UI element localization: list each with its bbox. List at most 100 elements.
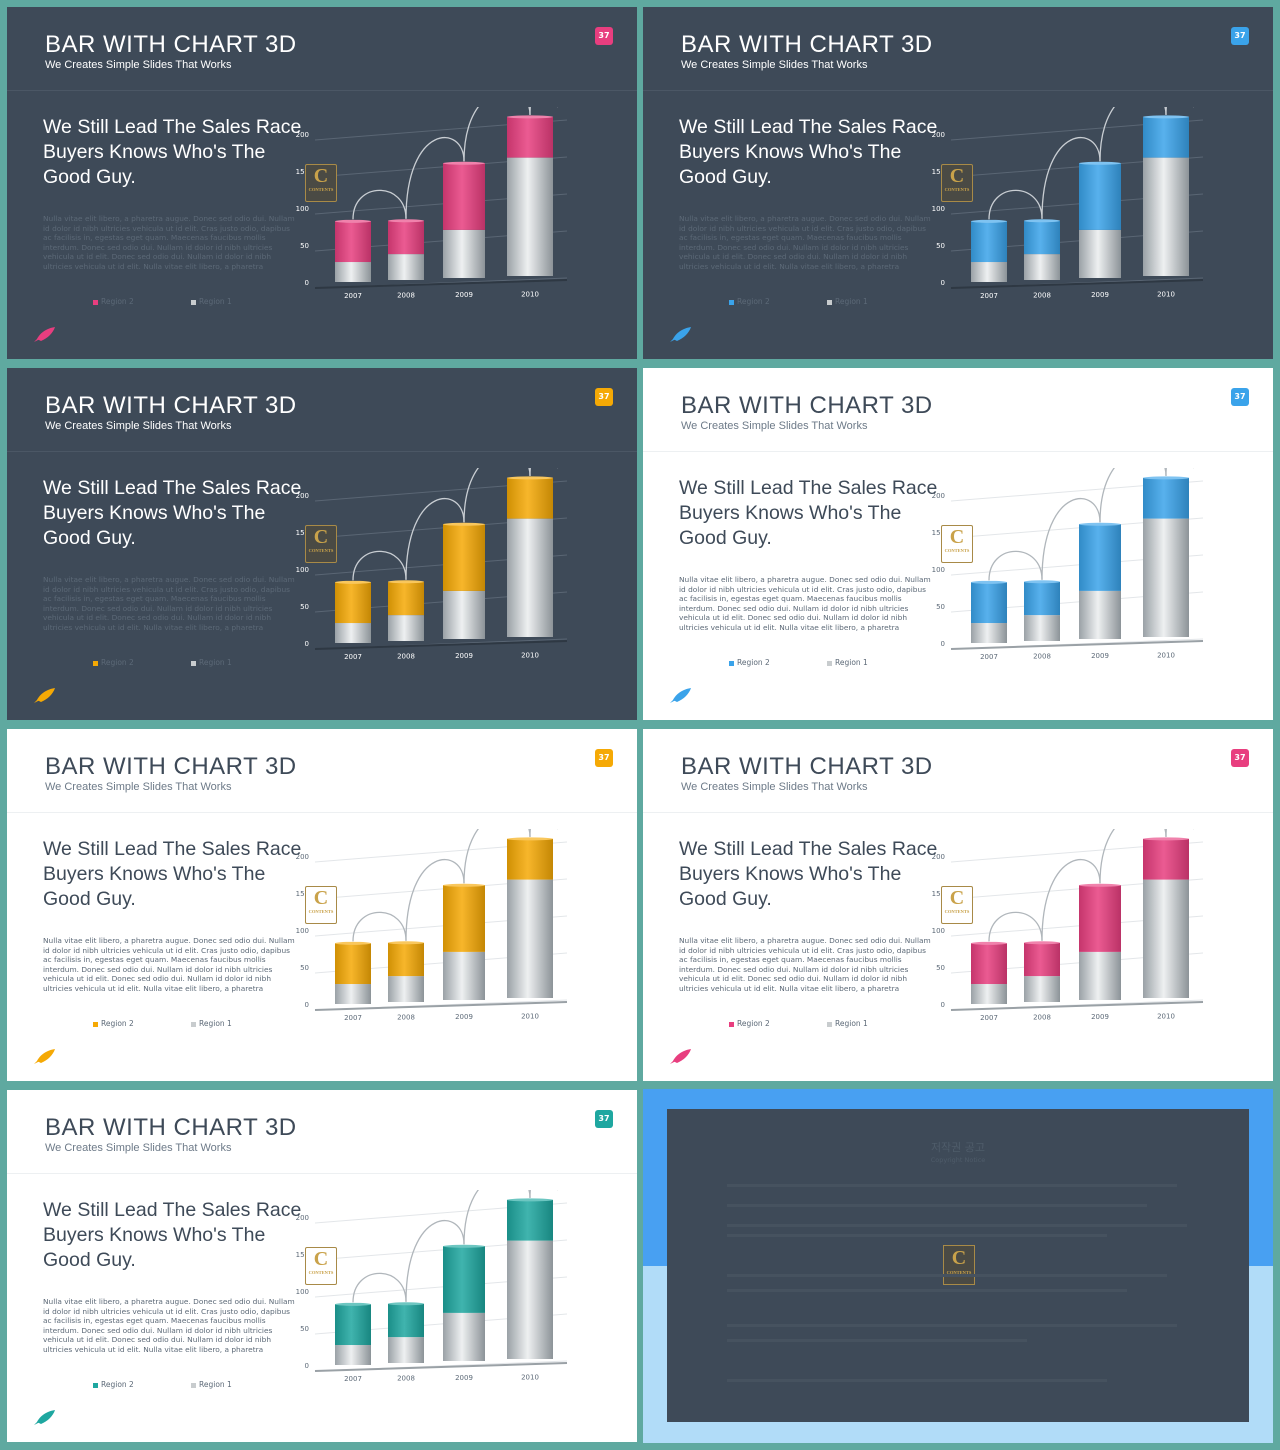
- y-tick-label: 0: [941, 640, 945, 648]
- heading-line: Good Guy.: [679, 888, 772, 910]
- slide-5[interactable]: BAR WITH CHART 3D We Creates Simple Slid…: [7, 729, 637, 1081]
- body-paragraph: Nulla vitae elit libero, a pharetra augu…: [679, 214, 931, 271]
- y-tick-label: 100: [296, 1288, 309, 1296]
- trend-arrow: [1099, 468, 1167, 523]
- bar-region-2: [335, 1304, 371, 1346]
- bar-top: [388, 941, 424, 945]
- slide-7[interactable]: BAR WITH CHART 3D We Creates Simple Slid…: [7, 1090, 637, 1442]
- bar-top: [971, 580, 1007, 584]
- bar-region-2: [971, 221, 1007, 263]
- slide-subtitle: We Creates Simple Slides That Works: [45, 420, 232, 432]
- x-tick-label: 2007: [980, 292, 998, 300]
- bar-top: [1079, 883, 1121, 887]
- bar-top: [1079, 522, 1121, 526]
- legend-label: Region 2: [737, 1019, 770, 1028]
- legend-label: Region 1: [835, 658, 868, 667]
- bar-top: [335, 580, 371, 584]
- y-tick-label: 50: [300, 1325, 309, 1333]
- y-tick-label: 50: [936, 242, 945, 250]
- logo-caption: CONTENTS: [308, 187, 334, 192]
- legend-swatch: [729, 299, 734, 305]
- bar-region-2: [1024, 581, 1060, 616]
- heading-line: We Still Lead The Sales Race: [43, 116, 302, 138]
- y-tick-label: 150: [932, 890, 945, 898]
- bar-top: [335, 1302, 371, 1306]
- legend-swatch: [827, 299, 832, 305]
- bar-region-2: [335, 943, 371, 985]
- bar-top: [443, 161, 485, 165]
- x-tick-label: 2009: [455, 1013, 473, 1021]
- legend-item-region-2: Region 2: [729, 1019, 770, 1028]
- slide-2[interactable]: BAR WITH CHART 3D We Creates Simple Slid…: [643, 7, 1273, 359]
- x-tick-label: 2007: [344, 292, 362, 300]
- copyright-slide[interactable]: 저작권 공고 Copyright Notice C CONTENTS: [643, 1089, 1273, 1443]
- y-tick-label: 50: [936, 964, 945, 972]
- bar-top: [443, 883, 485, 887]
- slide-title: BAR WITH CHART 3D: [45, 753, 297, 780]
- y-tick-label: 50: [300, 964, 309, 972]
- slide-heading: We Still Lead The Sales Race Buyers Know…: [43, 837, 313, 912]
- bar-top: [1024, 941, 1060, 945]
- slide-number-badge: 37: [595, 388, 613, 406]
- header-divider: [7, 812, 637, 813]
- slide-title: BAR WITH CHART 3D: [45, 392, 297, 419]
- logo-letter: C: [951, 1247, 967, 1269]
- bar-top: [388, 1302, 424, 1306]
- trend-arrow: [1165, 468, 1168, 476]
- logo-letter: C: [949, 887, 965, 909]
- legend-item-region-1: Region 1: [827, 1019, 868, 1028]
- heading-line: Good Guy.: [43, 527, 136, 549]
- legend-swatch: [191, 1382, 196, 1388]
- bar-top: [1143, 476, 1189, 480]
- bar-region-2: [388, 1303, 424, 1338]
- header-divider: [7, 1173, 637, 1174]
- trend-arrow: [988, 550, 1043, 581]
- heading-line: Good Guy.: [43, 166, 136, 188]
- slide-number-badge: 37: [1231, 27, 1249, 45]
- legend-swatch: [93, 1382, 98, 1388]
- bar-region-1: [1143, 879, 1189, 998]
- y-tick-label: 0: [305, 1001, 309, 1009]
- bar-region-2: [507, 477, 553, 519]
- x-tick-label: 2010: [521, 1013, 539, 1021]
- heading-line: We Still Lead The Sales Race: [679, 838, 938, 860]
- bar-region-2: [1079, 163, 1121, 230]
- trend-arrow: [529, 829, 532, 837]
- bar-region-2: [388, 581, 424, 616]
- rocket-icon: [670, 327, 691, 342]
- slide-4[interactable]: BAR WITH CHART 3D We Creates Simple Slid…: [643, 368, 1273, 720]
- logo-caption: CONTENTS: [944, 909, 970, 914]
- notice-text-line: [727, 1289, 1127, 1292]
- y-tick-label: 50: [300, 603, 309, 611]
- slide-1[interactable]: BAR WITH CHART 3D We Creates Simple Slid…: [7, 7, 637, 359]
- legend-item-region-2: Region 2: [93, 297, 134, 306]
- bar-region-1: [1024, 254, 1060, 280]
- copyright-subtitle: Copyright Notice: [930, 1156, 986, 1164]
- slide-6[interactable]: BAR WITH CHART 3D We Creates Simple Slid…: [643, 729, 1273, 1081]
- legend-item-region-2: Region 2: [729, 658, 770, 667]
- trend-arrow: [405, 137, 465, 219]
- x-tick-label: 2010: [521, 291, 539, 299]
- slide-number-badge: 37: [1231, 388, 1249, 406]
- heading-line: Good Guy.: [679, 166, 772, 188]
- bar-region-1: [507, 1240, 553, 1359]
- heading-line: Buyers Knows Who's The: [43, 141, 266, 163]
- legend-label: Region 1: [835, 1019, 868, 1028]
- x-tick-label: 2008: [397, 653, 415, 661]
- notice-text-line: [727, 1234, 1107, 1237]
- slide-title: BAR WITH CHART 3D: [681, 753, 933, 780]
- slide-3[interactable]: BAR WITH CHART 3D We Creates Simple Slid…: [7, 368, 637, 720]
- slide-heading: We Still Lead The Sales Race Buyers Know…: [679, 837, 949, 912]
- legend-item-region-2: Region 2: [729, 297, 770, 306]
- bar-top: [507, 115, 553, 119]
- legend-swatch: [191, 660, 196, 666]
- legend-item-region-1: Region 1: [191, 297, 232, 306]
- contents-logo: C CONTENTS: [941, 525, 973, 563]
- y-tick-label: 0: [305, 279, 309, 287]
- y-tick-label: 50: [936, 603, 945, 611]
- bar-region-2: [1079, 885, 1121, 952]
- bar-top: [1024, 580, 1060, 584]
- logo-caption: CONTENTS: [946, 1270, 972, 1275]
- y-tick-label: 0: [305, 640, 309, 648]
- bar-region-2: [971, 582, 1007, 624]
